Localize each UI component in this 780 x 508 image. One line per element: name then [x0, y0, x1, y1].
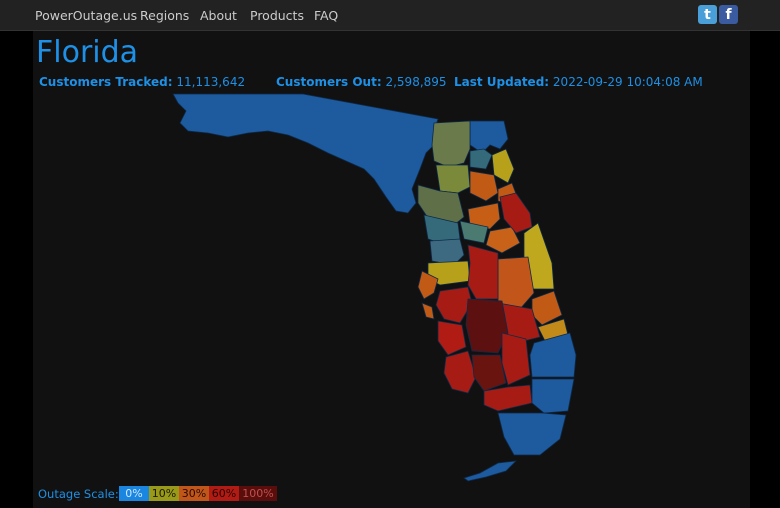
last-updated-label: Last Updated: [454, 75, 550, 89]
region-orange-6 [417, 270, 439, 300]
region-keys [463, 460, 518, 482]
customers-out: Customers Out: 2,598,895 [276, 75, 447, 89]
region-orange-4 [485, 226, 521, 254]
scale-10: 10% [149, 486, 179, 501]
region-teal-1 [469, 148, 493, 170]
region-coastal-orange [421, 302, 435, 320]
region-orange-5 [497, 256, 535, 310]
twitter-icon[interactable]: t [698, 5, 717, 24]
nav-regions[interactable]: Regions [140, 8, 190, 23]
region-north-central [431, 120, 471, 168]
region-southeast-2 [531, 378, 575, 414]
region-southeast-1 [529, 332, 577, 378]
customers-out-value: 2,598,895 [385, 75, 447, 89]
region-red-east-1 [499, 192, 533, 234]
outage-scale-label: Outage Scale: [38, 487, 119, 501]
region-red-s-1 [501, 332, 531, 386]
brand-link[interactable]: PowerOutage.us [35, 8, 138, 23]
region-north-central-3 [417, 184, 465, 226]
content-panel: Florida Customers Tracked: 11,113,642 Cu… [33, 31, 750, 508]
nav-products[interactable]: Products [250, 8, 304, 23]
region-red-sw-1 [435, 286, 473, 324]
scale-100: 100% [239, 486, 277, 501]
region-red-east-2 [467, 244, 499, 300]
region-panhandle [172, 93, 439, 214]
last-updated: Last Updated: 2022-09-29 10:04:08 AM [454, 75, 703, 89]
region-orange-7 [531, 290, 563, 326]
region-red-sw-2 [437, 320, 467, 356]
nav-faq[interactable]: FAQ [314, 8, 339, 23]
region-teal-3 [429, 238, 465, 266]
region-red-s-2 [483, 384, 533, 412]
region-darkred-1 [465, 298, 509, 354]
facebook-icon[interactable]: f [719, 5, 738, 24]
region-southeast-3 [497, 412, 567, 456]
nav-about[interactable]: About [200, 8, 237, 23]
region-darkred-2 [471, 354, 507, 392]
florida-outage-map[interactable] [168, 93, 588, 488]
region-north-central-2 [435, 164, 471, 194]
scale-30: 30% [179, 486, 209, 501]
region-orange-3 [467, 202, 501, 230]
scale-60: 60% [209, 486, 239, 501]
scale-0: 0% [119, 486, 149, 501]
navbar: PowerOutage.us Regions About Products FA… [0, 0, 780, 31]
last-updated-value: 2022-09-29 10:04:08 AM [552, 75, 703, 89]
region-orange-1 [469, 170, 499, 202]
region-red-sw-3 [443, 350, 477, 394]
customers-tracked: Customers Tracked: 11,113,642 [39, 75, 245, 89]
region-northeast [469, 120, 509, 154]
page-title: Florida [36, 35, 139, 70]
region-yellow-1 [491, 148, 515, 184]
customers-out-label: Customers Out: [276, 75, 382, 89]
customers-tracked-label: Customers Tracked: [39, 75, 173, 89]
customers-tracked-value: 11,113,642 [176, 75, 246, 89]
region-teal-4 [459, 220, 489, 244]
